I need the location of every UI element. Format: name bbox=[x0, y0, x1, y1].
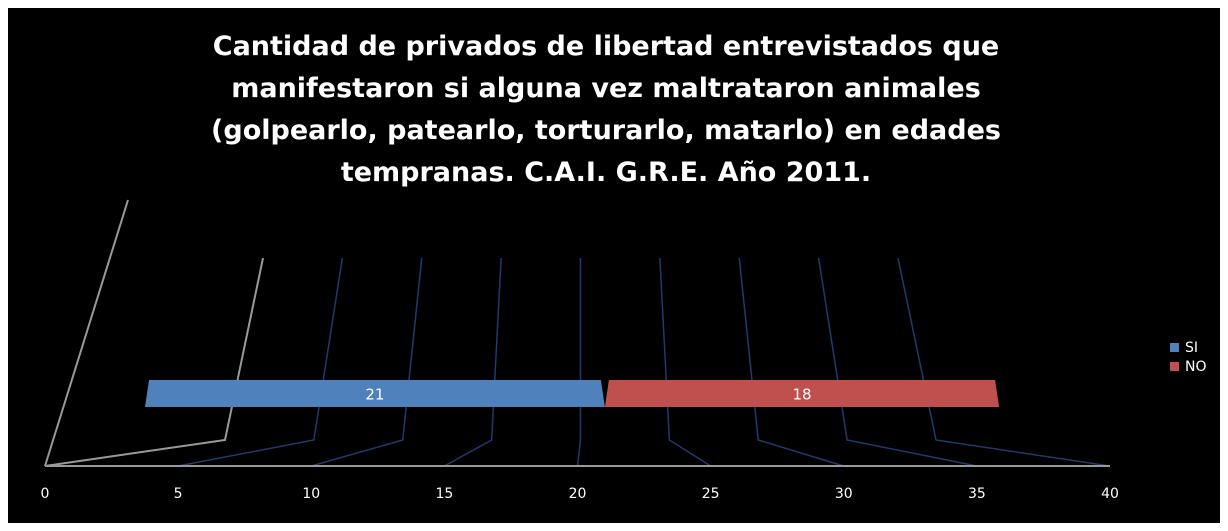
x-tick-label: 5 bbox=[174, 486, 183, 502]
bar-segment bbox=[604, 380, 1000, 407]
x-tick-label: 20 bbox=[569, 486, 587, 502]
chart-title: Cantidad de privados de libertad entrevi… bbox=[211, 31, 1001, 188]
chart-background bbox=[8, 8, 1220, 523]
legend-label: NO bbox=[1185, 359, 1207, 375]
data-label: 21 bbox=[365, 386, 384, 404]
grid-line bbox=[44, 257, 264, 467]
x-tick-label: 10 bbox=[302, 486, 320, 502]
x-tick-label: 40 bbox=[1101, 486, 1119, 502]
grid-line bbox=[659, 257, 712, 467]
grid-line bbox=[576, 258, 582, 467]
data-label: 18 bbox=[792, 386, 811, 404]
legend-label: SI bbox=[1185, 340, 1198, 356]
x-tick-label: 25 bbox=[702, 486, 720, 502]
grid-line bbox=[177, 257, 344, 467]
grid-line bbox=[817, 257, 978, 467]
grid-line bbox=[311, 257, 423, 467]
legend-swatch bbox=[1170, 343, 1179, 352]
grid-line bbox=[897, 257, 1111, 467]
x-tick-label: 0 bbox=[41, 486, 50, 502]
x-tick-label: 30 bbox=[835, 486, 853, 502]
grid-line bbox=[738, 257, 844, 467]
grid-line bbox=[444, 257, 502, 467]
bar-segment bbox=[145, 380, 605, 407]
wall-edge bbox=[44, 199, 129, 467]
x-tick-label: 35 bbox=[968, 486, 986, 502]
legend-swatch bbox=[1170, 362, 1179, 371]
x-tick-label: 15 bbox=[435, 486, 453, 502]
